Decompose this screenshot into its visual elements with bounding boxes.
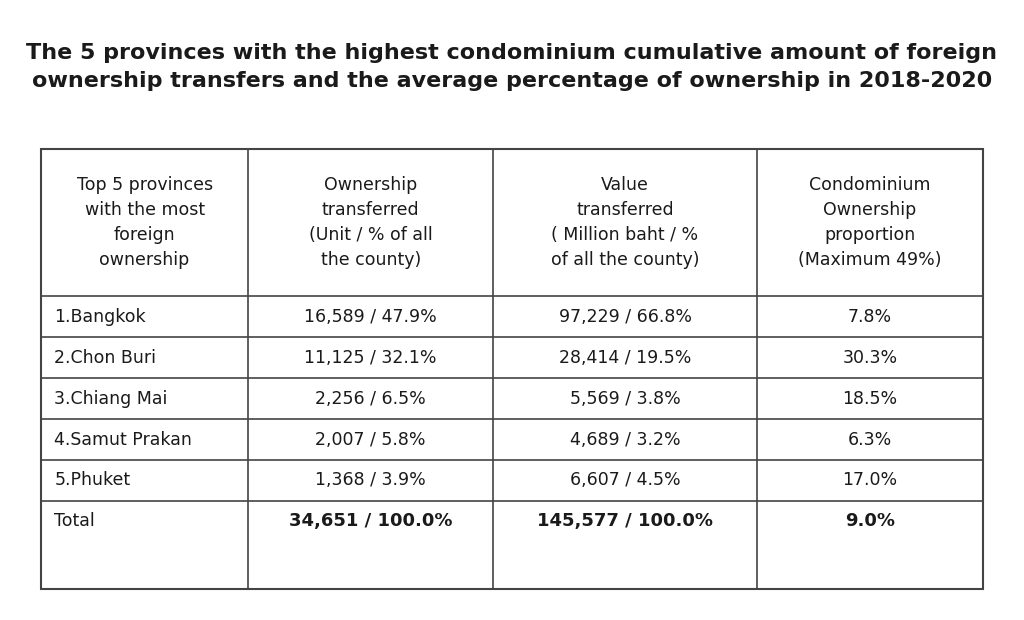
Text: 34,651 / 100.0%: 34,651 / 100.0% <box>289 512 453 531</box>
Text: 5.Phuket: 5.Phuket <box>54 471 130 490</box>
Text: 17.0%: 17.0% <box>843 471 898 490</box>
Bar <box>41 149 983 589</box>
Text: 1,368 / 3.9%: 1,368 / 3.9% <box>315 471 426 490</box>
Text: Top 5 provinces
with the most
foreign
ownership: Top 5 provinces with the most foreign ow… <box>77 176 213 269</box>
Text: 2.Chon Buri: 2.Chon Buri <box>54 348 157 366</box>
Text: Condominium
Ownership
proportion
(Maximum 49%): Condominium Ownership proportion (Maximu… <box>799 176 942 269</box>
Text: 30.3%: 30.3% <box>843 348 898 366</box>
Text: 11,125 / 32.1%: 11,125 / 32.1% <box>304 348 437 366</box>
Text: 4.Samut Prakan: 4.Samut Prakan <box>54 430 193 448</box>
Text: 5,569 / 3.8%: 5,569 / 3.8% <box>569 389 680 407</box>
Text: 7.8%: 7.8% <box>848 308 892 326</box>
Text: 6.3%: 6.3% <box>848 430 892 448</box>
Text: Total: Total <box>54 512 95 531</box>
Text: 3.Chiang Mai: 3.Chiang Mai <box>54 389 168 407</box>
Text: 2,256 / 6.5%: 2,256 / 6.5% <box>315 389 426 407</box>
Text: 4,689 / 3.2%: 4,689 / 3.2% <box>569 430 680 448</box>
Text: 16,589 / 47.9%: 16,589 / 47.9% <box>304 308 437 326</box>
Text: 145,577 / 100.0%: 145,577 / 100.0% <box>537 512 713 531</box>
Text: 18.5%: 18.5% <box>843 389 898 407</box>
Text: 28,414 / 19.5%: 28,414 / 19.5% <box>559 348 691 366</box>
Text: 2,007 / 5.8%: 2,007 / 5.8% <box>315 430 426 448</box>
Text: Value
transferred
( Million baht / %
of all the county): Value transferred ( Million baht / % of … <box>551 176 699 269</box>
Text: The 5 provinces with the highest condominium cumulative amount of foreign
owners: The 5 provinces with the highest condomi… <box>27 43 997 91</box>
Text: Ownership
transferred
(Unit / % of all
the county): Ownership transferred (Unit / % of all t… <box>309 176 432 269</box>
Text: 97,229 / 66.8%: 97,229 / 66.8% <box>558 308 691 326</box>
Text: 1.Bangkok: 1.Bangkok <box>54 308 145 326</box>
Text: 9.0%: 9.0% <box>845 512 895 531</box>
Text: 6,607 / 4.5%: 6,607 / 4.5% <box>569 471 680 490</box>
